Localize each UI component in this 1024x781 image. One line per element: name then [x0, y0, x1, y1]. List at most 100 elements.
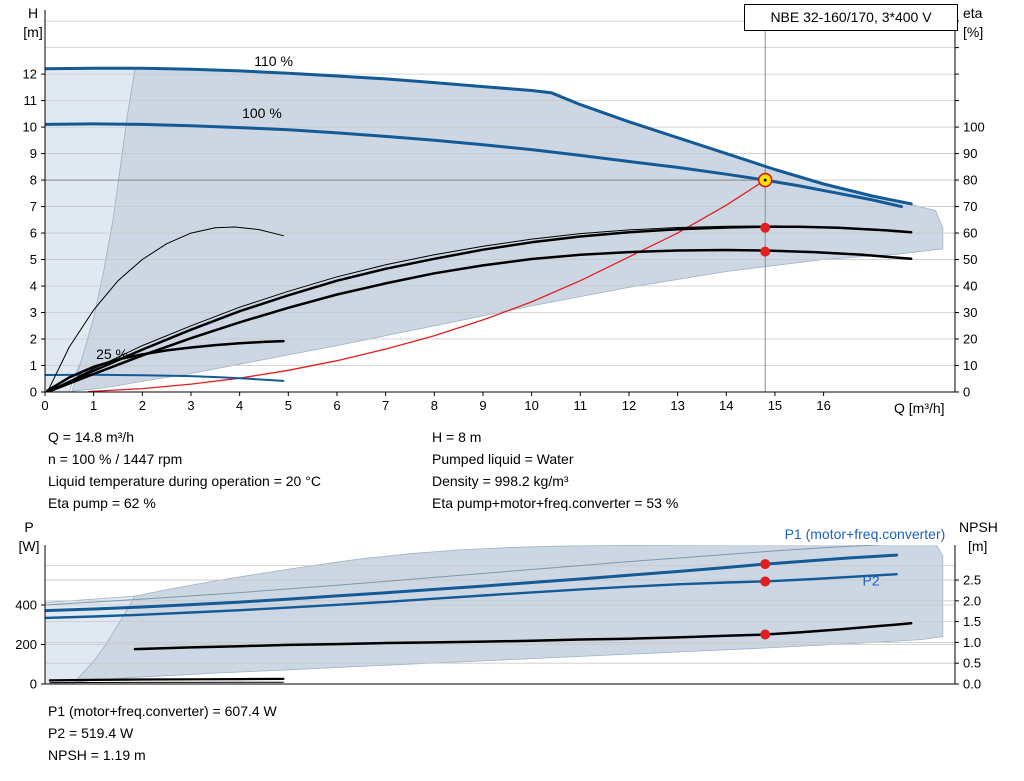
- chart-text: 11: [24, 93, 38, 108]
- chart-text: 30: [963, 305, 977, 320]
- p1-op-dot: [760, 559, 771, 570]
- pump-title-box: NBE 32-160/170, 3*400 V: [744, 4, 958, 31]
- chart-text: 16: [816, 398, 830, 413]
- qh-eta-chart-canvas[interactable]: 0 1 2 3 4 5 6 7 8 9 10 11 12 13 14 15 160123456789101112…: [0, 0, 1024, 420]
- chart-text: 0: [30, 385, 37, 400]
- chart-text: 8: [431, 398, 438, 413]
- info-line-speed: n = 100 % / 1447 rpm: [48, 451, 183, 467]
- info-line-pumped-liquid: Pumped liquid = Water: [432, 451, 574, 467]
- result-line-npsh: NPSH = 1.19 m: [48, 747, 146, 763]
- info-line-eta-total: Eta pump+motor+freq.converter = 53 %: [432, 495, 679, 511]
- chart-text: 13: [670, 398, 684, 413]
- p1-25-curve: [48, 677, 285, 682]
- chart-text: 10: [23, 120, 37, 135]
- chart-text: 100 %: [242, 105, 282, 121]
- eta-axis-unit: [%]: [963, 24, 984, 40]
- chart-text: 2.0: [963, 593, 981, 608]
- info-line-q: Q = 14.8 m³/h: [48, 429, 134, 445]
- chart-text: 1: [90, 398, 97, 413]
- chart-text: 9: [479, 398, 486, 413]
- chart-text: 80: [963, 173, 977, 188]
- chart-text: 3: [187, 398, 194, 413]
- p2-op-dot: [760, 576, 771, 587]
- operating-envelope-main: [71, 68, 944, 392]
- info-line-liquid-temp: Liquid temperature during operation = 20…: [48, 473, 321, 489]
- chart-text: 0.5: [963, 656, 981, 671]
- npsh-axis-symbol: NPSH: [959, 519, 998, 535]
- q-axis-unit-label: Q [m³/h]: [894, 400, 945, 416]
- info-line-density: Density = 998.2 kg/m³: [432, 473, 569, 489]
- chart-text: 400: [15, 598, 37, 613]
- duty-point-center-dot: [763, 178, 767, 182]
- eta-25-total-curve: [46, 339, 285, 392]
- duty-info-right-column: H = 8 m Pumped liquid = Water Density = …: [432, 426, 678, 514]
- h-axis-symbol: H: [27, 5, 39, 21]
- chart-text: 12: [622, 398, 636, 413]
- chart-text: 5: [285, 398, 292, 413]
- p-axis-unit-label: P [W]: [12, 518, 46, 556]
- chart-text: 6: [30, 226, 37, 241]
- eta-25-bell-curve: [46, 226, 284, 392]
- chart-text: 2.5: [963, 573, 981, 588]
- chart-text: 20: [963, 332, 977, 347]
- chart-text: 200: [15, 637, 37, 652]
- chart-text: 14: [719, 398, 733, 413]
- chart-text: 2: [139, 398, 146, 413]
- p-axis-unit: [W]: [18, 538, 40, 554]
- chart-text: 10: [963, 358, 977, 373]
- chart-text: 50: [963, 252, 977, 267]
- chart-text: 0: [41, 398, 48, 413]
- chart-text: P1 (motor+freq.converter): [785, 526, 946, 542]
- chart-text: 0.0: [963, 677, 981, 692]
- power-npsh-chart-canvas[interactable]: 0 200 400 0.0 0.5 1.0 1.5 2.0 2.5 P1 (motor+freq.…: [0, 515, 1024, 715]
- chart-text: 70: [963, 199, 977, 214]
- chart-text: 12: [23, 67, 37, 82]
- chart-text: 40: [963, 279, 977, 294]
- chart-text: 110 %: [254, 53, 293, 69]
- speed-110-curve: [45, 66, 913, 206]
- chart-text: P2: [863, 572, 880, 588]
- chart-text: 9: [30, 146, 37, 161]
- result-line-p2: P2 = 519.4 W: [48, 725, 134, 741]
- chart-text: 8: [30, 173, 37, 188]
- speed-100-curve: [45, 122, 903, 209]
- npsh-axis-unit-label: NPSH [m]: [959, 518, 998, 556]
- chart-text: 0: [963, 385, 970, 400]
- chart-text: 4: [236, 398, 243, 413]
- eta-axis-unit-label: eta [%]: [963, 4, 983, 42]
- eta-pump-op-dot: [760, 222, 771, 233]
- chart-text: 15: [768, 398, 782, 413]
- chart-text: 25 %: [96, 346, 128, 362]
- eta-pump-curve: [46, 225, 913, 392]
- chart-text: 7: [382, 398, 389, 413]
- eta-axis-symbol: eta: [963, 5, 983, 21]
- chart-text: 1.5: [963, 614, 981, 629]
- h-axis-unit-label: H [m]: [16, 4, 50, 42]
- chart-text: 11: [574, 398, 588, 413]
- p-axis-symbol: P: [24, 519, 34, 535]
- chart-text: 5: [30, 252, 37, 267]
- chart-text: 7: [30, 199, 37, 214]
- duty-info-left-column: Q = 14.8 m³/h n = 100 % / 1447 rpm Liqui…: [48, 426, 321, 514]
- info-line-eta-pump: Eta pump = 62 %: [48, 495, 156, 511]
- chart-text: 1: [30, 358, 37, 373]
- npsh-axis-unit: [m]: [968, 538, 988, 554]
- npsh-op-dot: [760, 629, 771, 640]
- chart-text: 90: [963, 146, 977, 161]
- npsh-curve: [133, 622, 913, 651]
- h-axis-unit: [m]: [23, 24, 43, 40]
- result-line-p1: P1 (motor+freq.converter) = 607.4 W: [48, 703, 277, 719]
- chart-text: 60: [963, 226, 977, 241]
- chart-text: 4: [30, 279, 37, 294]
- info-line-h: H = 8 m: [432, 429, 482, 445]
- chart-text: 6: [333, 398, 340, 413]
- chart-text: 2: [30, 332, 37, 347]
- eta-total-op-dot: [760, 246, 771, 257]
- power-results-panel: P1 (motor+freq.converter) = 607.4 W P2 =…: [48, 700, 277, 766]
- p-upper-thin-curve: [45, 545, 884, 606]
- chart-text: 3: [30, 305, 37, 320]
- chart-text: 0: [30, 677, 37, 692]
- chart-text: 10: [524, 398, 538, 413]
- chart-text: 1.0: [963, 635, 981, 650]
